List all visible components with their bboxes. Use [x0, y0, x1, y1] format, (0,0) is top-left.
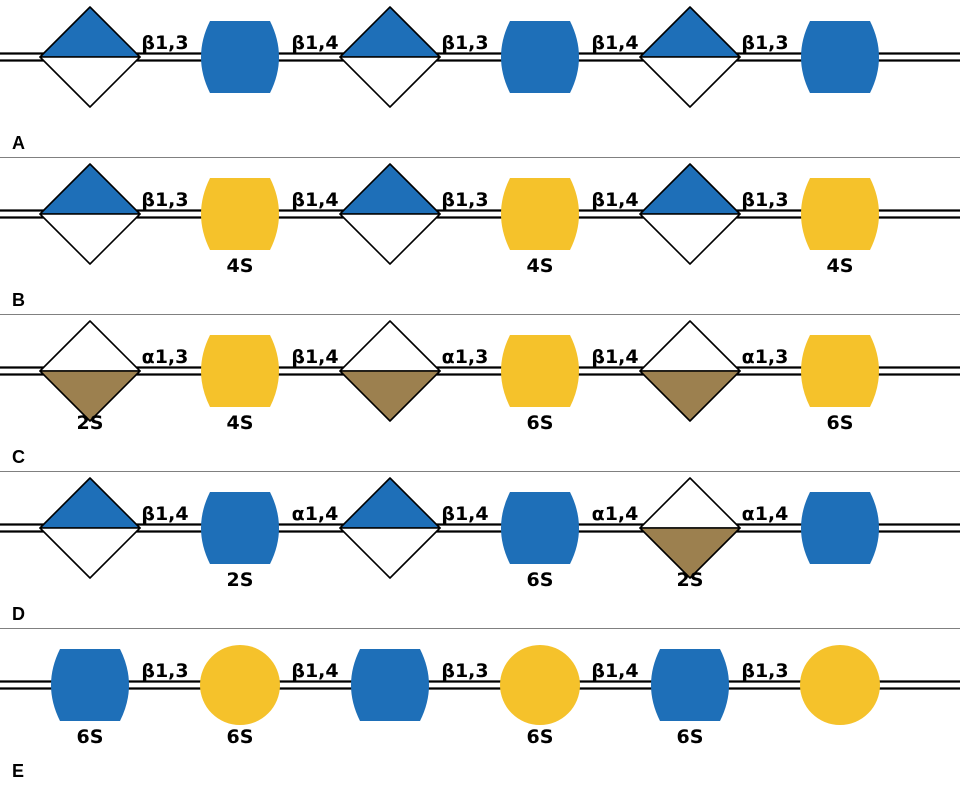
bond-label: β1,4 [591, 660, 638, 682]
diamond-symbol [640, 321, 740, 421]
bond-label: β1,4 [591, 32, 638, 54]
sulfation-label: 4S [227, 255, 254, 277]
bond-label: α1,3 [442, 346, 489, 368]
circle-symbol [500, 645, 580, 725]
diamond-symbol [40, 7, 140, 107]
barrel-symbol [501, 178, 579, 250]
barrel-symbol [801, 335, 879, 407]
barrel-symbol [501, 21, 579, 93]
barrel-symbol [801, 492, 879, 564]
bond-label: β1,3 [141, 32, 188, 54]
sulfation-label: 4S [827, 255, 854, 277]
panel-D: β1,4 α1,4 2S β1,4 α1,4 6S α1,4 2S D [0, 478, 960, 624]
sulfation-label: 2S [77, 412, 104, 434]
barrel-symbol [201, 21, 279, 93]
sulfation-label: 4S [527, 255, 554, 277]
sulfation-label: 6S [527, 726, 554, 748]
barrel-symbol [201, 335, 279, 407]
bond-label: β1,4 [441, 503, 488, 525]
panel-A: β1,3 β1,4 β1,3 β1,4 β1,3 A [0, 7, 960, 153]
barrel-symbol [801, 21, 879, 93]
bond-label: β1,4 [591, 346, 638, 368]
bond-label: α1,4 [742, 503, 789, 525]
bond-label: β1,3 [741, 32, 788, 54]
glycan-diagram: β1,3 β1,4 β1,3 β1,4 β1,3 Aβ1,3 β1,4 4S β1,3 β1,4 4… [0, 0, 960, 785]
sulfation-label: 6S [227, 726, 254, 748]
diamond-symbol [340, 478, 440, 578]
bond-label: α1,3 [142, 346, 189, 368]
sulfation-label: 6S [677, 726, 704, 748]
barrel-symbol [201, 178, 279, 250]
sulfation-label: 2S [227, 569, 254, 591]
barrel-symbol [651, 649, 729, 721]
diamond-symbol [40, 478, 140, 578]
bond-label: β1,4 [291, 346, 338, 368]
sulfation-label: 4S [227, 412, 254, 434]
bond-label: β1,3 [741, 660, 788, 682]
bond-label: β1,4 [291, 189, 338, 211]
panel-B: β1,3 β1,4 4S β1,3 β1,4 4S β1,3 4S B [0, 164, 960, 310]
bond-label: α1,3 [742, 346, 789, 368]
panel-label-A: A [12, 133, 25, 153]
panel-E: β1,3 6S β1,4 6S β1,3 β1,4 6S β1,3 6S E [0, 645, 960, 781]
bond-label: β1,3 [141, 189, 188, 211]
bond-label: β1,4 [141, 503, 188, 525]
panel-label-C: C [12, 447, 25, 467]
bond-label: β1,4 [291, 660, 338, 682]
barrel-symbol [51, 649, 129, 721]
panel-label-B: B [12, 290, 25, 310]
panel-label-E: E [12, 761, 24, 781]
bond-label: β1,3 [141, 660, 188, 682]
diamond-symbol [640, 478, 740, 578]
sulfation-label: 6S [77, 726, 104, 748]
diamond-symbol [40, 164, 140, 264]
diamond-symbol [340, 164, 440, 264]
bond-label: α1,4 [292, 503, 339, 525]
bond-label: β1,3 [441, 660, 488, 682]
sulfation-label: 6S [527, 569, 554, 591]
sulfation-label: 6S [527, 412, 554, 434]
diamond-symbol [340, 7, 440, 107]
barrel-symbol [501, 492, 579, 564]
barrel-symbol [801, 178, 879, 250]
barrel-symbol [351, 649, 429, 721]
diamond-symbol [40, 321, 140, 421]
bond-label: β1,3 [741, 189, 788, 211]
barrel-symbol [201, 492, 279, 564]
diamond-symbol [640, 164, 740, 264]
bond-label: β1,4 [291, 32, 338, 54]
panel-label-D: D [12, 604, 25, 624]
circle-symbol [800, 645, 880, 725]
sulfation-label: 6S [827, 412, 854, 434]
panel-C: α1,3 2S β1,4 4S α1,3 β1,4 6S α1,3 6S C [0, 321, 960, 467]
diamond-symbol [340, 321, 440, 421]
bond-label: β1,4 [591, 189, 638, 211]
circle-symbol [200, 645, 280, 725]
barrel-symbol [501, 335, 579, 407]
bond-label: α1,4 [592, 503, 639, 525]
bond-label: β1,3 [441, 32, 488, 54]
bond-label: β1,3 [441, 189, 488, 211]
sulfation-label: 2S [677, 569, 704, 591]
diamond-symbol [640, 7, 740, 107]
